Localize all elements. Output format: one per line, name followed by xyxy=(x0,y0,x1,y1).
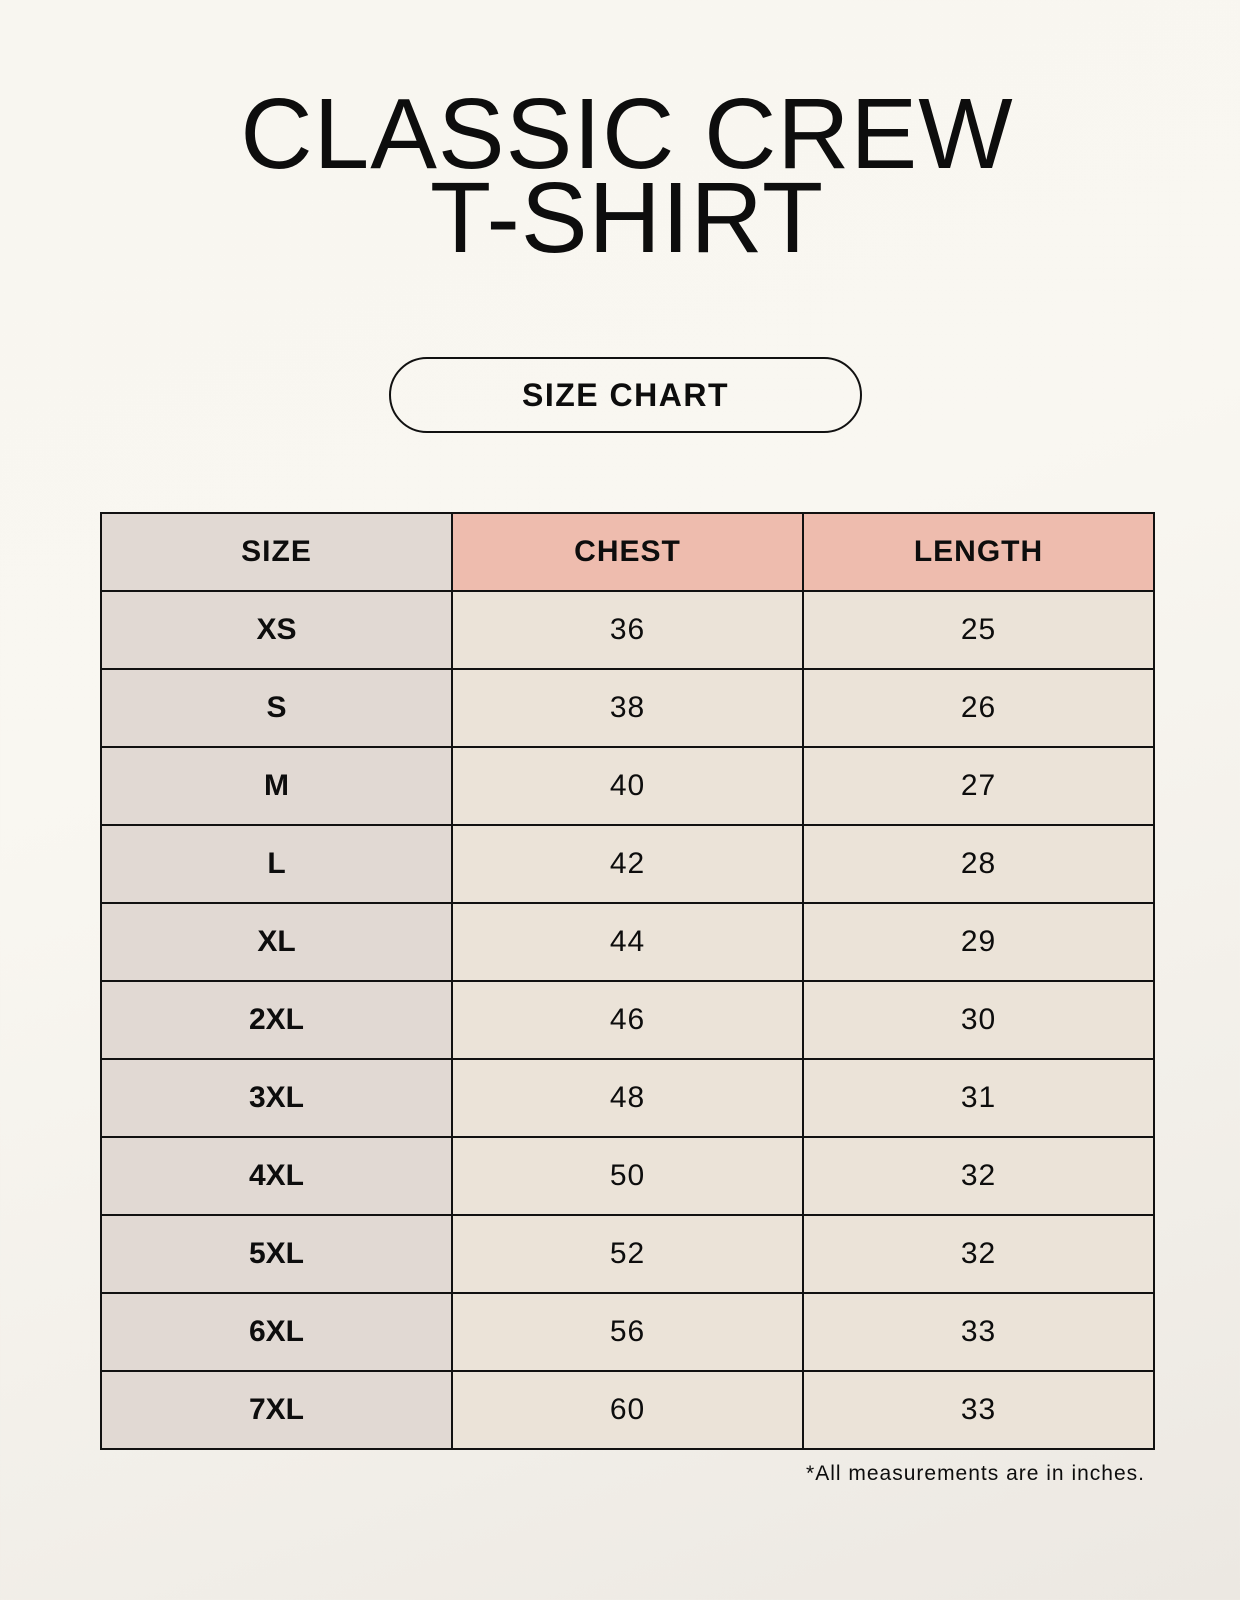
page-title: CLASSIC CREW T-SHIRT xyxy=(0,78,1240,274)
cell-chest: 46 xyxy=(451,980,804,1060)
table-row: 7XL 60 33 xyxy=(100,1370,1155,1450)
cell-length: 33 xyxy=(802,1370,1155,1450)
cell-chest: 52 xyxy=(451,1214,804,1294)
table-row: 2XL 46 30 xyxy=(100,980,1155,1060)
header-length: LENGTH xyxy=(802,512,1155,592)
cell-size: 4XL xyxy=(100,1136,453,1216)
title-line-2: T-SHIRT xyxy=(429,162,825,274)
cell-length: 32 xyxy=(802,1136,1155,1216)
cell-size: XL xyxy=(100,902,453,982)
cell-chest: 38 xyxy=(451,668,804,748)
cell-chest: 36 xyxy=(451,590,804,670)
table-row: S 38 26 xyxy=(100,668,1155,748)
cell-size: 6XL xyxy=(100,1292,453,1372)
cell-chest: 60 xyxy=(451,1370,804,1450)
cell-length: 26 xyxy=(802,668,1155,748)
size-table: SIZE CHEST LENGTH XS 36 25 S 38 26 M 40 27 L 42 28 X… xyxy=(100,512,1155,1450)
table-header-row: SIZE CHEST LENGTH xyxy=(100,512,1155,592)
footnote: *All measurements are in inches. xyxy=(806,1462,1145,1485)
header-chest: CHEST xyxy=(451,512,804,592)
cell-length: 33 xyxy=(802,1292,1155,1372)
cell-length: 27 xyxy=(802,746,1155,826)
header-size: SIZE xyxy=(100,512,453,592)
table-row: 4XL 50 32 xyxy=(100,1136,1155,1216)
cell-length: 30 xyxy=(802,980,1155,1060)
cell-chest: 40 xyxy=(451,746,804,826)
table-row: 3XL 48 31 xyxy=(100,1058,1155,1138)
cell-length: 28 xyxy=(802,824,1155,904)
table-row: 6XL 56 33 xyxy=(100,1292,1155,1372)
cell-size: 2XL xyxy=(100,980,453,1060)
cell-size: 7XL xyxy=(100,1370,453,1450)
size-chart-badge: SIZE CHART xyxy=(389,357,862,433)
cell-size: L xyxy=(100,824,453,904)
cell-chest: 42 xyxy=(451,824,804,904)
cell-length: 31 xyxy=(802,1058,1155,1138)
cell-length: 25 xyxy=(802,590,1155,670)
cell-length: 32 xyxy=(802,1214,1155,1294)
table-row: L 42 28 xyxy=(100,824,1155,904)
table-row: 5XL 52 32 xyxy=(100,1214,1155,1294)
table-row: XL 44 29 xyxy=(100,902,1155,982)
cell-size: S xyxy=(100,668,453,748)
cell-size: 5XL xyxy=(100,1214,453,1294)
table-row: M 40 27 xyxy=(100,746,1155,826)
cell-chest: 44 xyxy=(451,902,804,982)
title-line-1: CLASSIC CREW xyxy=(240,78,1014,190)
table-row: XS 36 25 xyxy=(100,590,1155,670)
cell-size: XS xyxy=(100,590,453,670)
cell-chest: 50 xyxy=(451,1136,804,1216)
cell-length: 29 xyxy=(802,902,1155,982)
cell-size: M xyxy=(100,746,453,826)
cell-size: 3XL xyxy=(100,1058,453,1138)
cell-chest: 56 xyxy=(451,1292,804,1372)
cell-chest: 48 xyxy=(451,1058,804,1138)
